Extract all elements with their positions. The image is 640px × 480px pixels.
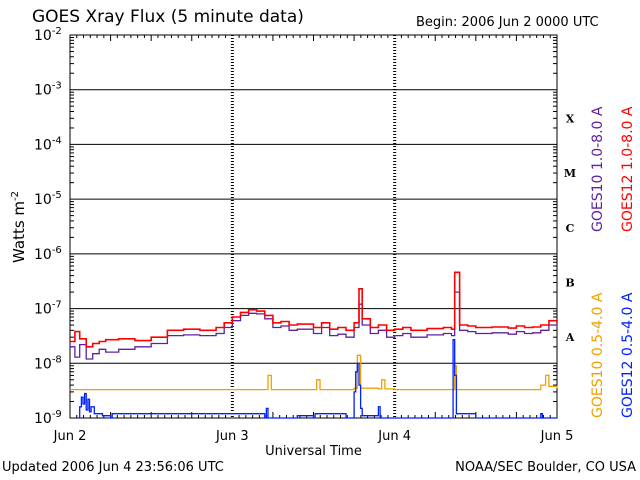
x-axis-label: Universal Time <box>265 444 362 459</box>
x-tick-label: Jun 2 <box>53 429 87 444</box>
flare-class-label: A <box>565 331 575 344</box>
y-tick-label: 10-4 <box>34 135 62 153</box>
y-tick-label: 10-2 <box>34 26 62 44</box>
credit-label: NOAA/SEC Boulder, CO USA <box>455 460 636 475</box>
y-tick-label: 10-7 <box>34 300 62 318</box>
series-line-2 <box>70 271 558 348</box>
flare-class-label: C <box>566 222 575 235</box>
flare-class-label: B <box>565 276 574 289</box>
y-axis-label: Watts m-2 <box>10 191 28 263</box>
y-tick-label: 10-6 <box>34 245 62 263</box>
y-tick-label: 10-3 <box>34 81 62 99</box>
legend-label-1: GOES10 1.0-8.0 A <box>590 106 606 232</box>
plot-frame <box>69 34 558 419</box>
begin-label: Begin: 2006 Jun 2 0000 UTC <box>416 15 599 30</box>
series-line-3 <box>70 354 558 391</box>
legend-label-2: GOES12 1.0-8.0 A <box>620 106 636 232</box>
series-line-1 <box>70 291 558 360</box>
x-tick-label: Jun 4 <box>377 429 411 444</box>
flare-class-label: M <box>564 167 576 180</box>
x-tick-label: Jun 5 <box>540 429 574 444</box>
legend-label-4: GOES12 0.5-4.0 A <box>620 292 636 418</box>
legend-label-3: GOES10 0.5-4.0 A <box>590 292 606 418</box>
y-tick-label: 10-9 <box>34 409 62 427</box>
y-tick-label: 10-8 <box>34 354 62 372</box>
flare-class-label: X <box>566 112 575 125</box>
series-line-4 <box>78 339 557 419</box>
x-tick-label: Jun 3 <box>215 429 249 444</box>
updated-timestamp: Updated 2006 Jun 4 23:56:06 UTC <box>2 460 224 475</box>
y-tick-label: 10-5 <box>34 190 62 208</box>
chart-title: GOES Xray Flux (5 minute data) <box>32 7 304 27</box>
